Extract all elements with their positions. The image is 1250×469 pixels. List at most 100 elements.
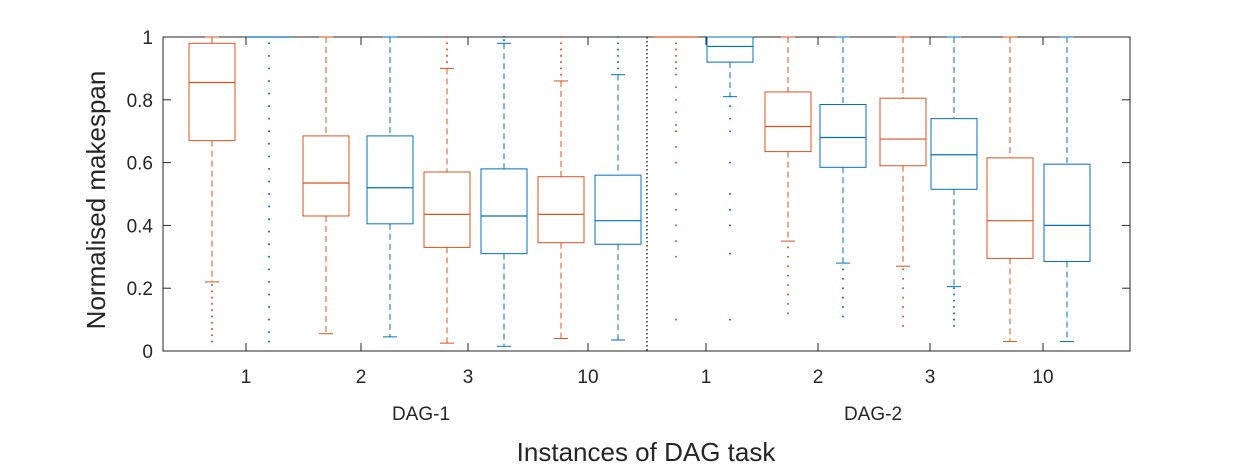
outlier-point xyxy=(675,86,677,89)
y-tick-label: 0.2 xyxy=(127,279,153,300)
x-tick-label: 10 xyxy=(577,367,598,388)
outlier-point xyxy=(842,315,844,318)
outlier-point xyxy=(729,318,731,321)
outlier-point xyxy=(842,287,844,290)
outlier-point xyxy=(729,193,731,195)
outlier-point xyxy=(902,324,904,327)
y-axis-title: Normalised makespan xyxy=(81,71,111,330)
outlier-point xyxy=(446,54,448,57)
y-tick-label: 0 xyxy=(142,342,153,363)
outlier-point xyxy=(675,73,677,76)
outlier-point xyxy=(268,243,270,246)
outlier-point xyxy=(842,306,844,309)
box-1-3-blue xyxy=(480,36,528,347)
outlier-point xyxy=(446,48,448,51)
outlier-point xyxy=(787,284,789,287)
outlier-point xyxy=(953,299,955,302)
outlier-point xyxy=(211,328,213,331)
box-2-3-orange xyxy=(879,36,927,327)
outlier-point xyxy=(902,268,904,271)
outlier-point xyxy=(268,155,270,158)
iqr-box xyxy=(819,104,867,168)
outlier-point xyxy=(617,48,619,51)
outlier-point xyxy=(675,255,677,258)
outlier-point xyxy=(842,268,844,271)
iqr-box xyxy=(423,171,471,248)
outlier-point xyxy=(268,293,270,296)
outlier-point xyxy=(560,48,562,51)
outlier-point xyxy=(268,230,270,233)
outlier-point xyxy=(268,280,270,283)
x-axis-title: Instances of DAG task xyxy=(517,437,777,467)
plot-area xyxy=(162,36,1131,352)
outlier-point xyxy=(953,318,955,321)
outlier-point xyxy=(617,54,619,57)
outlier-point xyxy=(675,48,677,51)
iqr-box xyxy=(366,135,414,225)
outlier-point xyxy=(211,290,213,293)
outlier-point xyxy=(560,54,562,57)
group-label: DAG-2 xyxy=(844,404,902,425)
iqr-box xyxy=(764,91,812,153)
outlier-point xyxy=(268,255,270,258)
outlier-point xyxy=(729,130,731,133)
iqr-box xyxy=(594,174,642,245)
outlier-point xyxy=(617,36,619,38)
outlier-point xyxy=(902,315,904,318)
outlier-point xyxy=(446,61,448,64)
box-1-1-blue xyxy=(246,36,292,343)
box-2-10-blue xyxy=(1043,36,1091,343)
outlier-point xyxy=(268,117,270,120)
outlier-point xyxy=(503,39,505,42)
outlier-point xyxy=(268,331,270,334)
outlier-point xyxy=(446,36,448,38)
box-2-2-blue xyxy=(819,36,867,318)
outlier-point xyxy=(675,145,677,148)
box-2-1-blue xyxy=(706,36,754,321)
y-tick-label: 0.8 xyxy=(127,91,153,112)
box-2-10-orange xyxy=(986,36,1034,343)
box-1-10-blue xyxy=(594,36,642,341)
outlier-point xyxy=(675,123,677,126)
outlier-point xyxy=(675,98,677,101)
outlier-point xyxy=(268,218,270,221)
iqr-box xyxy=(706,36,754,63)
x-tick-label: 1 xyxy=(241,367,252,388)
outlier-point xyxy=(211,315,213,318)
outlier-point xyxy=(902,306,904,309)
outlier-point xyxy=(675,240,677,243)
y-tick-label: 0.6 xyxy=(127,154,153,175)
outlier-point xyxy=(617,67,619,70)
outlier-point xyxy=(729,161,731,164)
outlier-point xyxy=(675,208,677,211)
outlier-point xyxy=(675,111,677,114)
box-1-2-orange xyxy=(302,36,350,335)
box-1-2-blue xyxy=(366,36,414,338)
box-2-3-blue xyxy=(930,36,978,327)
outlier-point xyxy=(787,274,789,277)
outlier-point xyxy=(268,340,270,343)
outlier-point xyxy=(675,224,677,227)
outlier-point xyxy=(211,284,213,287)
outlier-point xyxy=(787,265,789,268)
box-1-10-orange xyxy=(537,36,585,339)
x-tick-label: 10 xyxy=(1032,367,1053,388)
outlier-point xyxy=(729,252,731,255)
outlier-point xyxy=(560,42,562,45)
outlier-point xyxy=(617,42,619,45)
outlier-point xyxy=(953,312,955,315)
outlier-point xyxy=(268,42,270,45)
outlier-point xyxy=(211,334,213,337)
iqr-box xyxy=(480,168,528,255)
outlier-point xyxy=(675,61,677,64)
outlier-point xyxy=(268,167,270,170)
x-tick-label: 2 xyxy=(356,367,367,388)
outlier-point xyxy=(268,79,270,82)
iqr-box xyxy=(879,97,927,167)
iqr-box xyxy=(986,157,1034,259)
box-1-3-orange xyxy=(423,36,471,344)
outlier-point xyxy=(617,61,619,64)
outlier-point xyxy=(842,296,844,299)
outlier-point xyxy=(902,277,904,280)
